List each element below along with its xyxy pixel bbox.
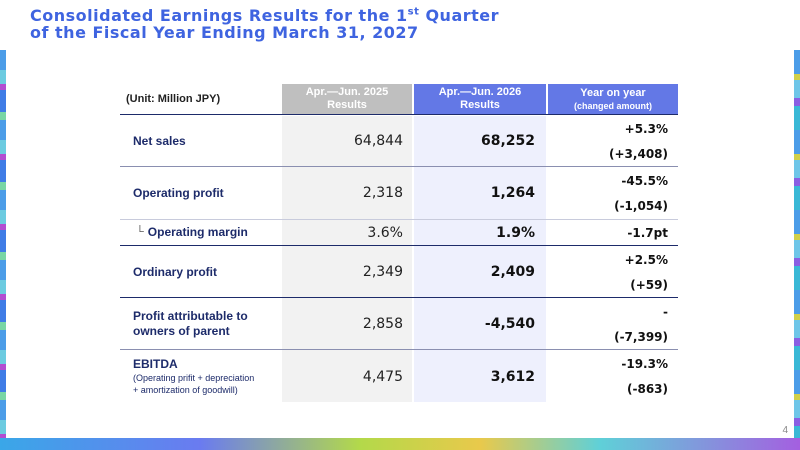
ebitda-note: (Operating prifit + depreciation (133, 373, 255, 383)
row-label-operating-profit: Operating profit (120, 168, 282, 218)
header-prev-period: Apr.—Jun. 2025 (305, 86, 389, 98)
yoy-percent: -45.5% (621, 173, 668, 188)
operating-profit-prev: 2,318 (362, 185, 403, 201)
net-sales-prev: 64,844 (354, 133, 403, 149)
net-sales-yoy: +5.3% (+3,408) (548, 116, 678, 166)
row-label-ebitda: EBITDA (Operating prifit + depreciation … (120, 351, 282, 402)
yoy-percent: -1.7pt (627, 225, 668, 240)
operating-margin-curr: 1.9% (496, 224, 535, 241)
operating-profit-yoy: -45.5% (-1,054) (548, 168, 678, 218)
operating-margin-prev: 3.6% (367, 224, 403, 241)
ebitda-yoy: -19.3% (-863) (548, 351, 678, 402)
net-sales-curr: 68,252 (480, 133, 535, 149)
yoy-amount: (-863) (627, 382, 668, 397)
slide-title: Consolidated Earnings Results for the 1s… (30, 7, 499, 41)
prev-year-column-bg (282, 116, 412, 402)
row-divider (120, 219, 678, 220)
left-decorative-border (0, 50, 6, 438)
row-divider (120, 349, 678, 350)
yoy-percent: - (663, 304, 668, 319)
ordinary-profit-yoy: +2.5% (+59) (548, 247, 678, 297)
header-yoy-title: Year on year (580, 86, 646, 99)
title-line2: of the Fiscal Year Ending March 31, 2027 (30, 23, 419, 42)
right-decorative-border (794, 50, 800, 438)
row-divider (120, 245, 678, 246)
ebitda-note: + amortization of goodwill) (133, 385, 238, 395)
title-line1-end: Quarter (419, 6, 500, 25)
ebitda-curr: 3,612 (490, 368, 535, 385)
row-label-text: Net sales (133, 133, 186, 148)
yoy-amount: (+3,408) (609, 146, 668, 161)
curr-year-column-bg (414, 116, 546, 402)
header-curr-year: Apr.—Jun. 2026 Results (414, 84, 546, 114)
profit-attributable-prev: 2,858 (362, 316, 403, 332)
row-label-text: Operating margin (147, 225, 248, 239)
row-divider (120, 166, 678, 167)
operating-profit-curr: 1,264 (490, 185, 535, 201)
operating-margin-yoy: -1.7pt (548, 220, 678, 245)
yoy-amount: (-1,054) (614, 198, 668, 213)
page-number: 4 (782, 425, 788, 436)
row-label-text: Operating profit (133, 185, 224, 200)
row-label-text: EBITDA (133, 357, 178, 371)
yoy-percent: -19.3% (621, 356, 668, 371)
row-label-profit-attributable: Profit attributable to owners of parent (120, 299, 282, 349)
header-divider (120, 114, 678, 115)
header-curr-results: Results (460, 99, 500, 111)
title-line1: Consolidated Earnings Results for the 1 (30, 6, 408, 25)
row-label-text: Profit attributable to (133, 309, 248, 323)
row-label-operating-margin: └ Operating margin (120, 220, 282, 245)
row-label-text: owners of parent (133, 324, 230, 338)
yoy-amount: (-7,399) (614, 329, 668, 344)
yoy-percent: +2.5% (624, 252, 668, 267)
row-divider (120, 297, 678, 298)
tree-branch-icon: └ (136, 226, 144, 238)
row-label-text: Ordinary profit (133, 264, 218, 279)
header-curr-period: Apr.—Jun. 2026 (438, 86, 522, 98)
row-label-net-sales: Net sales (120, 116, 282, 166)
unit-label: (Unit: Million JPY) (126, 93, 221, 105)
header-year-on-year: Year on year (changed amount) (548, 84, 678, 114)
header-prev-year: Apr.—Jun. 2025 Results (282, 84, 412, 114)
bottom-decorative-border (0, 438, 800, 450)
ordinary-profit-curr: 2,409 (490, 264, 535, 280)
header-yoy-subtitle: (changed amount) (574, 100, 652, 111)
row-label-ordinary-profit: Ordinary profit (120, 247, 282, 297)
ordinary-profit-prev: 2,349 (362, 264, 403, 280)
yoy-amount: (+59) (630, 277, 668, 292)
profit-attributable-curr: -4,540 (484, 316, 535, 332)
profit-attributable-yoy: - (-7,399) (548, 299, 678, 349)
title-superscript: st (407, 6, 420, 18)
ebitda-prev: 4,475 (362, 368, 403, 385)
yoy-percent: +5.3% (624, 121, 668, 136)
header-prev-results: Results (327, 99, 367, 111)
